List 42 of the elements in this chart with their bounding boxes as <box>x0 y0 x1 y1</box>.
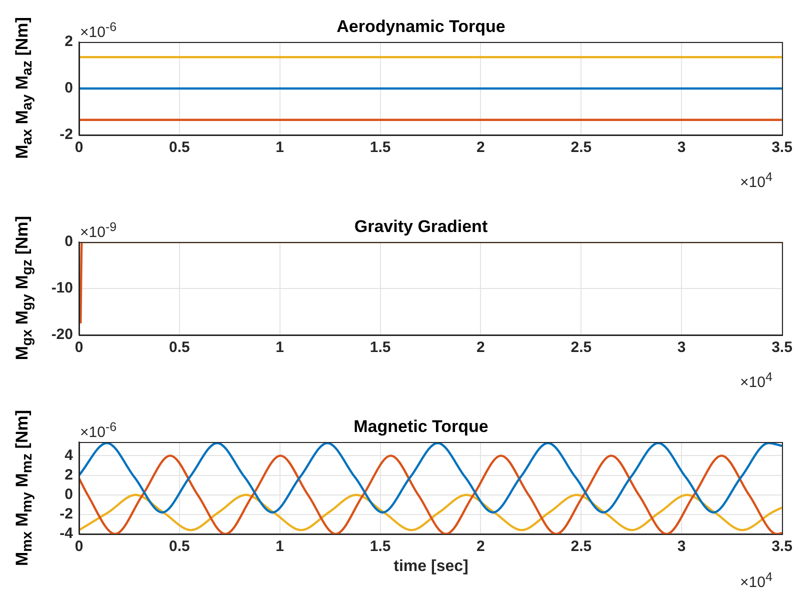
x-tick-label: 3 <box>677 339 686 356</box>
x-tick-label: 2 <box>476 139 485 156</box>
y-tick-label: -4 <box>60 525 74 542</box>
x-tick-label: 1 <box>276 339 284 356</box>
text: ×10$^{-9}$ <box>80 220 117 241</box>
x-tick-label: 1 <box>276 139 284 156</box>
chart-title: Gravity Gradient <box>354 217 488 237</box>
x-tick-label: 3.5 <box>772 538 792 556</box>
y-tick-label: -2 <box>60 126 73 144</box>
chart-title: Aerodynamic Torque <box>336 17 506 37</box>
y-tick-label: 4 <box>64 446 74 464</box>
text: ×10$^{-6}$ <box>80 20 117 41</box>
x-tick-label: 0.5 <box>169 139 190 156</box>
x-tick-label: 1.5 <box>370 139 391 156</box>
x-tick-label: 3.5 <box>772 139 792 156</box>
text: ×10$^{-6}$ <box>80 420 117 441</box>
text: ×10$^{4}$ <box>740 370 772 391</box>
text: ×10$^{4}$ <box>740 170 772 191</box>
x-tick-label: 3 <box>677 139 686 156</box>
x-tick-label: 2.5 <box>570 339 592 356</box>
x-tick-label: 1 <box>276 538 284 556</box>
chart-title: Magnetic Torque <box>354 417 488 437</box>
x-tick-label: 2.5 <box>570 538 592 556</box>
x-tick-label: 3 <box>677 538 686 556</box>
x-tick-label: 1.5 <box>370 538 391 556</box>
y-tick-label: -2 <box>60 506 73 523</box>
x-tick-label: 2 <box>476 339 485 356</box>
x-tick-label: 0.5 <box>169 538 190 556</box>
y-tick-label: -10 <box>51 280 73 297</box>
y-tick-label: 2 <box>64 33 73 50</box>
y-tick-label: 0 <box>64 486 73 503</box>
y-tick-label: 0 <box>64 80 73 97</box>
y-tick-label: 0 <box>64 233 73 250</box>
x-tick-label: 3.5 <box>772 339 792 356</box>
x-tick-label: 2 <box>476 538 485 556</box>
x-axis-title: time [sec] <box>394 558 468 576</box>
x-tick-label: 2.5 <box>570 139 592 156</box>
x-tick-label: 1.5 <box>370 339 391 356</box>
text: ×10$^{4}$ <box>740 570 772 591</box>
x-tick-label: 0.5 <box>169 339 190 356</box>
y-tick-label: -20 <box>51 326 73 344</box>
y-tick-label: 2 <box>64 466 73 484</box>
